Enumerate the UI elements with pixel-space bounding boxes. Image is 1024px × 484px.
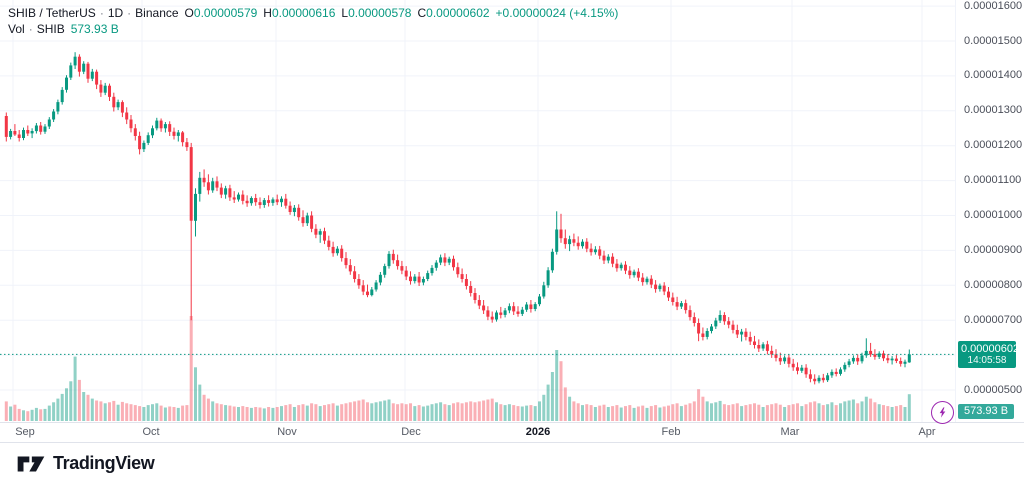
price-chart-canvas[interactable] xyxy=(0,0,955,422)
legend-row-volume: Vol · SHIB 573.93 B xyxy=(8,21,618,37)
price-axis-label: 0.00001400 xyxy=(964,69,1023,82)
time-axis-label: Oct xyxy=(142,426,160,438)
volume-symbol-label: SHIB xyxy=(36,22,65,36)
last-price-value: 0.00000602 xyxy=(961,343,1020,355)
close-value: 0.00000602 xyxy=(426,6,490,20)
bar-countdown: 14:05:58 xyxy=(967,355,1007,366)
price-axis-label: 0.00001200 xyxy=(964,139,1023,152)
volume-axis-badge: 573.93 B xyxy=(958,404,1015,419)
time-axis-label: Mar xyxy=(780,426,800,438)
price-axis-label: 0.00000500 xyxy=(964,383,1023,396)
symbol-title[interactable]: SHIB / TetherUS xyxy=(8,6,96,20)
price-axis-label: 0.00001300 xyxy=(964,104,1023,117)
symbol-legend: SHIB / TetherUS · 1D · Binance O0.00000579 H0.… xyxy=(8,5,618,37)
price-axis-label: 0.00000900 xyxy=(964,243,1023,256)
instant-trading-button[interactable] xyxy=(931,401,954,424)
footer-bar: TradingView xyxy=(0,443,1024,484)
price-axis-label: 0.00001500 xyxy=(964,34,1023,47)
tradingview-logo[interactable]: TradingView xyxy=(16,453,155,474)
close-key: C xyxy=(417,6,427,20)
low-key: L xyxy=(341,6,349,20)
volume-study-label[interactable]: Vol xyxy=(8,22,25,36)
volume-value: 573.93 B xyxy=(70,22,119,36)
tradingview-logo-text: TradingView xyxy=(53,453,155,473)
tradingview-logo-icon xyxy=(17,456,45,471)
time-axis-label: 2026 xyxy=(525,426,551,438)
exchange-label[interactable]: Binance xyxy=(135,6,179,20)
price-axis-label: 0.00001000 xyxy=(964,209,1023,221)
last-price-badge: 0.00000602 14:05:58 xyxy=(958,341,1020,368)
high-key: H xyxy=(263,6,272,20)
lightning-icon xyxy=(939,407,946,418)
time-axis-label: Nov xyxy=(277,426,297,438)
high-value: 0.00000616 xyxy=(271,6,336,20)
legend-separator: · xyxy=(28,22,33,36)
price-axis-label: 0.00001100 xyxy=(964,174,1022,187)
open-value: 0.00000579 xyxy=(193,6,258,20)
time-axis-label: Feb xyxy=(661,426,681,438)
price-axis-label: 0.00001600 xyxy=(964,0,1023,12)
legend-separator: · xyxy=(99,6,104,20)
price-axis-label: 0.00000800 xyxy=(964,278,1023,291)
low-value: 0.00000578 xyxy=(348,6,412,20)
time-axis[interactable]: Sep Oct Nov Dec 2026 Feb Mar Apr xyxy=(0,422,1024,443)
time-axis-label: Apr xyxy=(918,426,936,438)
price-axis-label: 0.00000700 xyxy=(964,313,1023,326)
price-axis[interactable]: 0.00000602 14:05:58 573.93 B 0.00001600 0… xyxy=(955,0,1024,422)
interval-label[interactable]: 1D xyxy=(107,6,124,20)
time-axis-label: Sep xyxy=(15,426,35,438)
change-value: +0.00000024 (+4.15%) xyxy=(495,6,619,20)
open-key: O xyxy=(184,6,194,20)
time-axis-label: Dec xyxy=(401,426,421,438)
legend-row-main: SHIB / TetherUS · 1D · Binance O0.00000579 H0.… xyxy=(8,5,618,21)
legend-separator: · xyxy=(127,6,132,20)
